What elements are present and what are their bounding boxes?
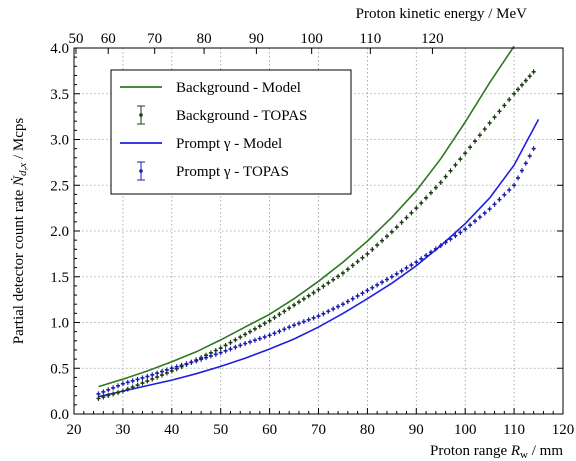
top-axis-label: Proton kinetic energy / MeV [356, 6, 528, 22]
y-tick-label: 1.5 [50, 270, 69, 286]
legend-label: Background - TOPAS [176, 108, 307, 124]
series-line [98, 45, 515, 388]
legend-label: Prompt γ - TOPAS [176, 164, 289, 180]
legend-box [110, 69, 352, 195]
legend-marker [139, 169, 143, 173]
series-line [98, 119, 540, 398]
x-tick-label: 40 [164, 422, 179, 438]
x-tick-label: 60 [262, 422, 277, 438]
x2-tick-label: 110 [359, 31, 381, 47]
legend-marker [139, 113, 143, 117]
y-tick-label: 3.5 [50, 87, 69, 103]
x-tick-label: 30 [115, 422, 130, 438]
x-tick-label: 90 [409, 422, 424, 438]
y-tick-label: 0.5 [50, 361, 69, 377]
x2-tick-label: 90 [249, 31, 264, 47]
y-axis-label: Partial detector count rate Ṅd,x / Mcps [11, 118, 29, 345]
x-tick-label: 100 [454, 422, 477, 438]
x2-tick-label: 120 [421, 31, 444, 47]
y-tick-label: 2.0 [50, 224, 69, 240]
legend-label: Background - Model [176, 80, 301, 96]
data-series [96, 45, 540, 401]
x2-tick-label: 50 [68, 31, 83, 47]
legend: Background - Model Background - TOPAS Prom… [110, 69, 352, 195]
x-tick-label: 20 [67, 422, 82, 438]
y-tick-label: 3.0 [50, 133, 69, 149]
x2-tick-label: 60 [101, 31, 116, 47]
y-tick-label: 2.5 [50, 178, 69, 194]
legend-label: Prompt γ - Model [176, 136, 282, 152]
x-tick-label: 70 [311, 422, 326, 438]
x-tick-label: 120 [552, 422, 575, 438]
y-tick-label: 1.0 [50, 316, 69, 332]
x2-tick-label: 80 [197, 31, 212, 47]
x-tick-label: 80 [360, 422, 375, 438]
x2-tick-label: 70 [147, 31, 162, 47]
x-axis-label: Proton range Rw / mm [430, 443, 563, 461]
x-tick-label: 110 [503, 422, 525, 438]
x2-tick-label: 100 [300, 31, 323, 47]
y-tick-label: 4.0 [50, 41, 69, 57]
axis-ticks: 20 30 40 50 60 70 80 90 100 110 120 0.0 0.5 1.0 1.5 2.0… [50, 31, 574, 438]
y-tick-label: 0.0 [50, 407, 69, 423]
x-tick-label: 50 [213, 422, 228, 438]
